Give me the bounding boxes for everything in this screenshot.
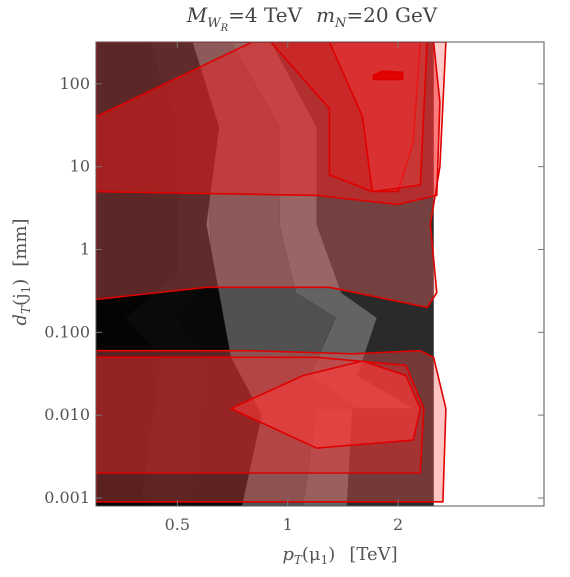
x-tick-label: 2	[393, 515, 403, 534]
title-mw-value: =4 TeV	[228, 3, 302, 27]
title-mw-sub: W	[207, 16, 222, 31]
xlabel-sub: T	[294, 553, 303, 567]
contour-regions	[96, 42, 447, 506]
gray-contour-region-4	[96, 42, 263, 506]
title-mn-symbol: m	[316, 3, 335, 27]
plot-frame	[95, 41, 545, 507]
x-axis-label: pT(μ1) [TeV]	[282, 544, 397, 567]
ylabel-arg-sub: 1	[19, 286, 33, 294]
y-tick-label: 10	[70, 157, 90, 176]
y-tick-label: 100	[59, 74, 90, 93]
ylabel-unit: [mm]	[10, 218, 31, 266]
chart-title: MWR=4 TeV mN=20 GeV	[186, 3, 438, 34]
red-contour-region-5	[96, 42, 441, 206]
ylabel-arg-close: )	[10, 279, 31, 286]
xlabel-arg-open: (μ	[302, 544, 321, 565]
x-tick-label: 1	[283, 515, 293, 534]
title-mn-value: =20 GeV	[346, 3, 437, 27]
red-contour-region-3	[230, 360, 422, 449]
xlabel-arg-sub: 1	[321, 553, 329, 567]
ylabel-sub: T	[19, 305, 33, 314]
title-mn-sub: N	[334, 16, 347, 31]
ylabel-arg-open: (j	[10, 293, 31, 306]
axis-ticks: 0.5 1 2 0.001 0.010 0.100 1 10 100	[44, 42, 544, 534]
y-tick-label: 0.010	[44, 405, 90, 424]
y-tick-label: 0.001	[44, 488, 90, 507]
x-tick-label: 0.5	[165, 515, 190, 534]
y-axis-label: dT(j1) [mm]	[10, 218, 33, 325]
ylabel-symbol: d	[10, 314, 31, 326]
y-tick-label: 1	[80, 239, 90, 258]
xlabel-arg-close: )	[328, 544, 335, 565]
xlabel-unit: [TeV]	[349, 544, 397, 565]
y-tick-label: 0.100	[44, 322, 90, 341]
title-mw-subsub: R	[220, 23, 229, 34]
title-mw-symbol: M	[186, 3, 208, 27]
red-contour-region-8	[372, 70, 404, 81]
xlabel-symbol: p	[282, 544, 294, 565]
